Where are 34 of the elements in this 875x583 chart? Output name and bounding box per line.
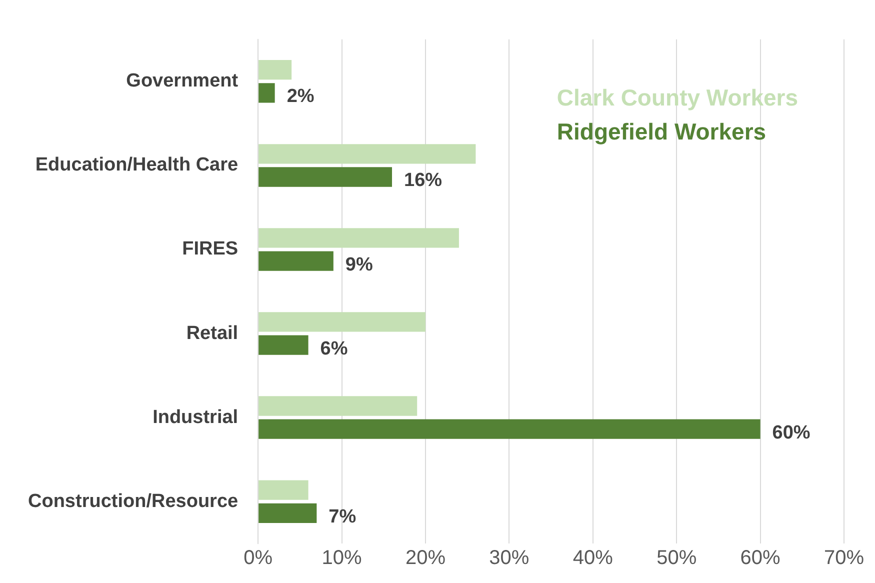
y-tick-label: Government bbox=[126, 70, 239, 92]
y-tick-label: Industrial bbox=[152, 406, 238, 428]
x-tick-label: 50% bbox=[656, 547, 697, 570]
bar bbox=[258, 419, 760, 439]
data-label: 16% bbox=[404, 170, 442, 192]
data-label: 6% bbox=[320, 338, 348, 360]
x-tick-label: 10% bbox=[322, 547, 362, 570]
x-tick-label: 30% bbox=[489, 547, 530, 570]
data-label: 60% bbox=[772, 422, 810, 444]
bar bbox=[258, 60, 292, 80]
data-label: 2% bbox=[286, 86, 314, 108]
bar bbox=[258, 312, 426, 332]
y-tick-label: Construction/Resource bbox=[28, 490, 238, 512]
text: Ridgefield Workers bbox=[556, 118, 766, 145]
bar bbox=[258, 251, 334, 271]
x-tick-label: 0% bbox=[244, 547, 273, 570]
bar bbox=[258, 503, 317, 523]
bar bbox=[258, 167, 392, 187]
text: Clark County Workers bbox=[556, 84, 798, 111]
y-tick-label: Education/Health Care bbox=[35, 154, 238, 176]
bar bbox=[258, 335, 308, 355]
y-tick-label: Retail bbox=[186, 322, 238, 344]
data-label: 7% bbox=[328, 506, 356, 528]
bar bbox=[258, 480, 308, 500]
bar bbox=[258, 83, 275, 103]
x-tick-label: 60% bbox=[740, 547, 781, 570]
x-tick-label: 20% bbox=[405, 547, 446, 570]
y-tick-label: FIRES bbox=[182, 238, 238, 260]
bar bbox=[258, 228, 459, 248]
data-label: 9% bbox=[345, 254, 373, 276]
bar bbox=[258, 396, 418, 416]
bar bbox=[258, 144, 476, 164]
x-tick-label: 70% bbox=[824, 547, 864, 570]
x-tick-label: 40% bbox=[572, 547, 614, 570]
